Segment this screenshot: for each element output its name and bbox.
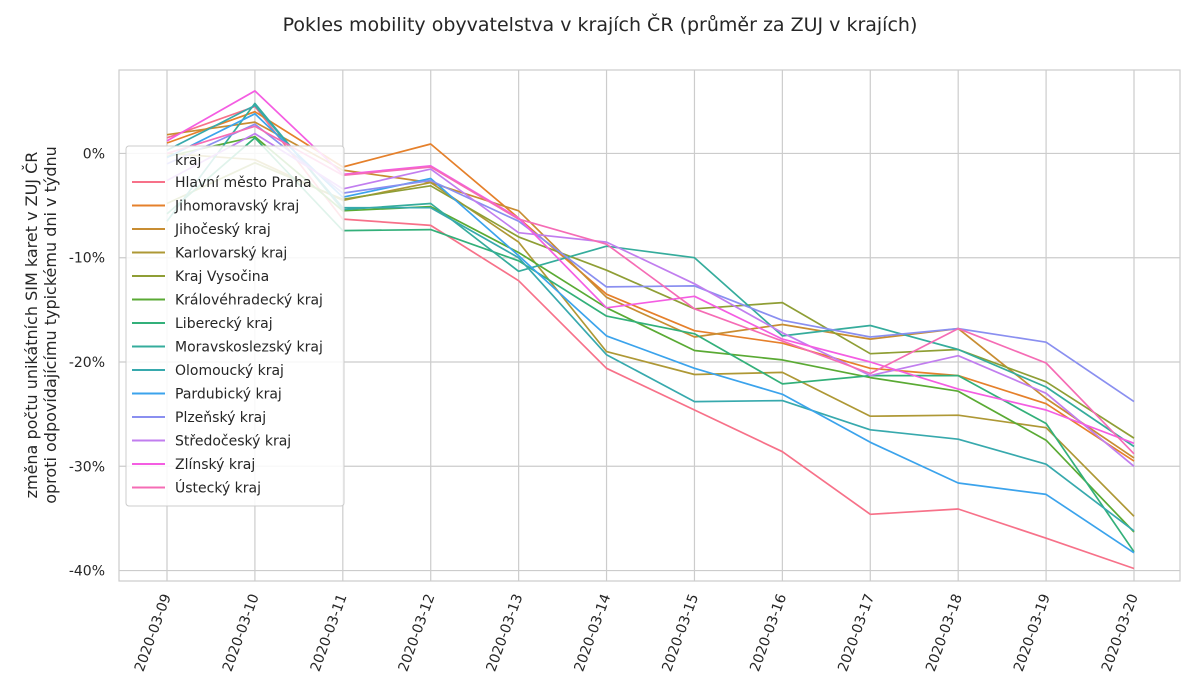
legend-label: Zlínský kraj <box>175 457 255 473</box>
y-axis-label-line-2: oproti odpovídajícímu typickému dni v tý… <box>41 146 60 504</box>
y-axis-label: změna počtu unikátních SIM karet v ZUJ Č… <box>22 146 60 504</box>
legend-label: Olomoucký kraj <box>175 363 284 379</box>
y-axis-label-line-1: změna počtu unikátních SIM karet v ZUJ Č… <box>22 152 41 499</box>
legend-label: Karlovarský kraj <box>175 246 287 262</box>
legend-items: Hlavní město Praha Jihomoravský kraj Jihoč… <box>132 175 323 497</box>
plot-frame <box>118 69 1181 582</box>
legend-label: Ústecký kraj <box>175 479 261 497</box>
legend-label: Jihomoravský kraj <box>174 199 299 215</box>
legend-box <box>125 145 345 507</box>
y-tick-label: -20% <box>69 355 105 371</box>
legend-label: Liberecký kraj <box>175 316 273 332</box>
y-tick-label: -30% <box>69 459 105 475</box>
y-ticks: 0% -10% -20% -30% -40% <box>69 146 105 579</box>
y-tick-label: -10% <box>69 251 105 267</box>
legend-label: Moravskoslezský kraj <box>175 340 323 356</box>
legend-label: Hlavní město Praha <box>175 175 312 191</box>
y-tick-label: -40% <box>69 564 105 580</box>
legend-label: Plzeňský kraj <box>175 410 266 426</box>
legend: kraj Hlavní město Praha Jihomoravský kraj… <box>125 145 345 507</box>
legend-label: Pardubický kraj <box>175 387 282 403</box>
legend-label: Královéhradecký kraj <box>175 293 323 309</box>
chart-title: Pokles mobility obyvatelstva v krajích Č… <box>283 12 918 36</box>
legend-title: kraj <box>175 153 201 169</box>
legend-label: Kraj Vysočina <box>175 269 269 285</box>
legend-label: Středočeský kraj <box>175 434 291 450</box>
y-tick-label: 0% <box>83 146 105 162</box>
legend-label: Jihočeský kraj <box>174 222 271 238</box>
